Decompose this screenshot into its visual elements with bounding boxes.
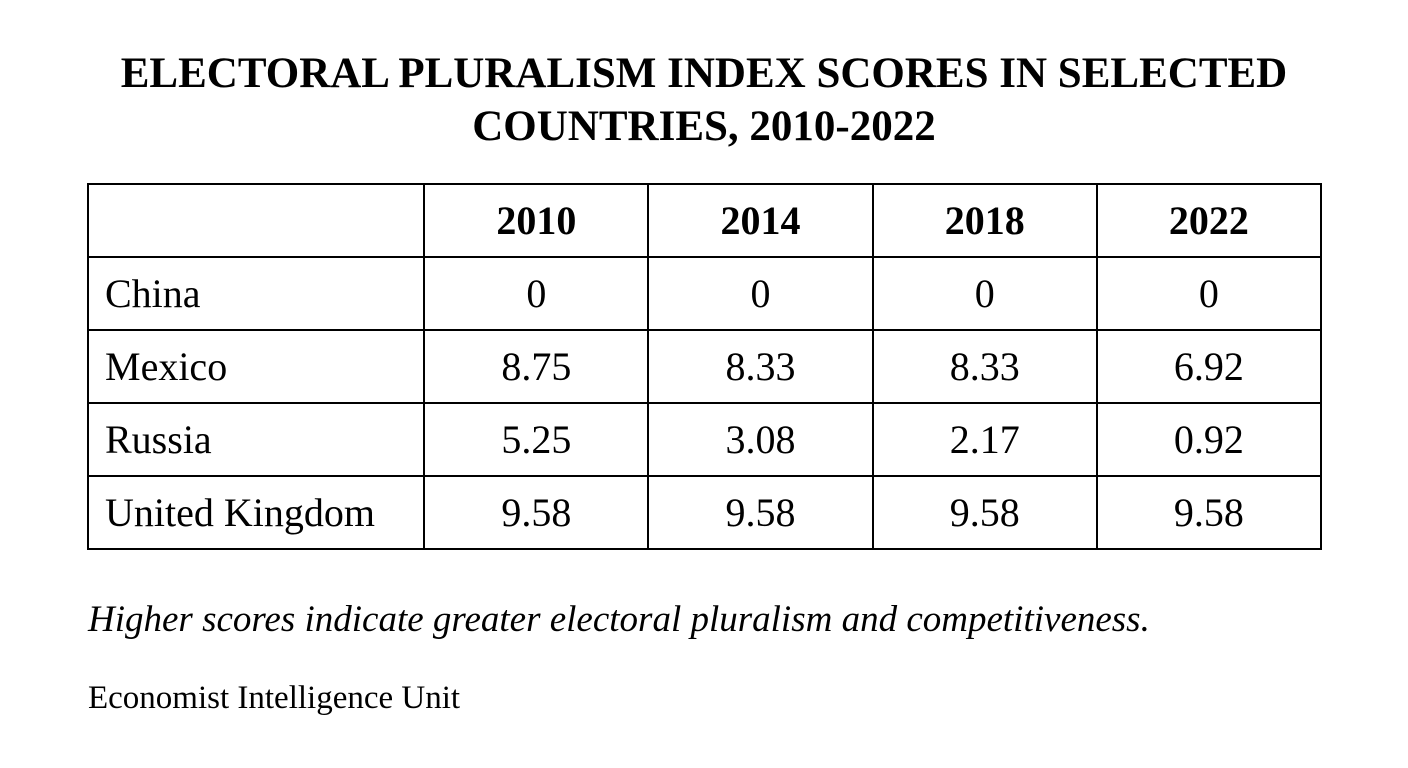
chart-title: ELECTORAL PLURALISM INDEX SCORES IN SELE… <box>60 47 1348 153</box>
row-label: China <box>86 256 426 331</box>
table-cell: 5.25 <box>423 402 650 477</box>
table-cell: 2.17 <box>871 402 1098 477</box>
table-row: Russia 5.25 3.08 2.17 0.92 <box>86 402 1323 477</box>
column-header: 2014 <box>647 183 874 258</box>
table-cell: 8.33 <box>647 329 874 404</box>
row-label: United Kingdom <box>86 475 426 550</box>
table-cell: 0.92 <box>1095 402 1323 477</box>
table-cell: 0 <box>647 256 874 331</box>
column-header: 2018 <box>871 183 1098 258</box>
table-cell: 0 <box>1095 256 1323 331</box>
chart-title-line-1: ELECTORAL PLURALISM INDEX SCORES IN SELE… <box>120 50 1288 97</box>
table-cell: 0 <box>871 256 1098 331</box>
column-header: 2010 <box>423 183 650 258</box>
table-cell: 9.58 <box>647 475 874 550</box>
table-note: Higher scores indicate greater electoral… <box>88 599 1150 640</box>
table-row: China 0 0 0 0 <box>86 256 1323 331</box>
table-cell: 6.92 <box>1095 329 1323 404</box>
table-cell: 8.75 <box>423 329 650 404</box>
row-label: Russia <box>86 402 426 477</box>
table-header-row: 2010 2014 2018 2022 <box>86 183 1323 258</box>
table-cell: 9.58 <box>871 475 1098 550</box>
table-cell: 9.58 <box>423 475 650 550</box>
table-row: United Kingdom 9.58 9.58 9.58 9.58 <box>86 475 1323 550</box>
column-header: 2022 <box>1095 183 1323 258</box>
table-cell: 8.33 <box>871 329 1098 404</box>
chart-title-line-2: COUNTRIES, 2010-2022 <box>472 103 936 150</box>
row-label: Mexico <box>86 329 426 404</box>
table-corner-cell <box>86 183 426 258</box>
source-credit: Economist Intelligence Unit <box>88 680 461 716</box>
table-cell: 9.58 <box>1095 475 1323 550</box>
table-cell: 0 <box>423 256 650 331</box>
table-row: Mexico 8.75 8.33 8.33 6.92 <box>86 329 1323 404</box>
data-table: 2010 2014 2018 2022 China 0 0 0 0 Mexico… <box>86 183 1323 550</box>
table-cell: 3.08 <box>647 402 874 477</box>
